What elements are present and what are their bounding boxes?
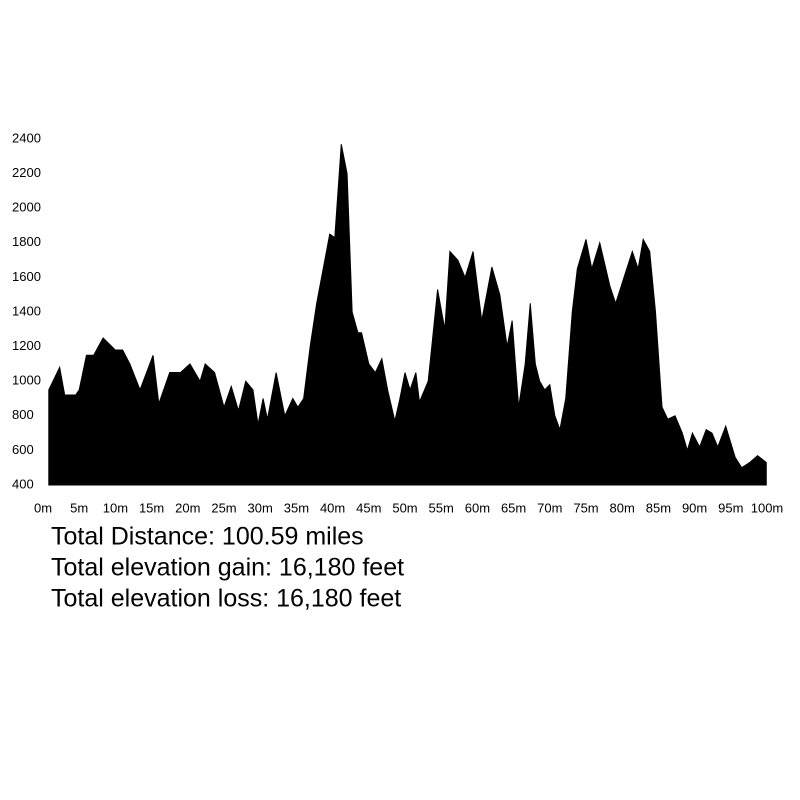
y-tick-label: 1400 — [12, 303, 41, 318]
summary-line: Total Distance: 100.59 miles — [51, 523, 364, 551]
x-tick-label: 50m — [392, 500, 417, 515]
x-tick-label: 100m — [751, 500, 784, 515]
y-tick-label: 2000 — [12, 200, 41, 215]
x-tick-label: 30m — [248, 500, 273, 515]
x-tick-label: 25m — [211, 500, 236, 515]
y-tick-label: 1800 — [12, 234, 41, 249]
y-tick-label: 1000 — [12, 373, 41, 388]
x-tick-label: 5m — [70, 500, 88, 515]
x-tick-label: 70m — [537, 500, 562, 515]
x-tick-label: 45m — [356, 500, 381, 515]
summary-line: Total elevation loss: 16,180 feet — [51, 585, 401, 613]
y-tick-label: 2200 — [12, 165, 41, 180]
x-tick-label: 60m — [465, 500, 490, 515]
y-tick-label: 600 — [12, 442, 34, 457]
x-tick-label: 20m — [175, 500, 200, 515]
summary-line: Total elevation gain: 16,180 feet — [51, 554, 404, 582]
y-tick-label: 1200 — [12, 338, 41, 353]
x-tick-label: 15m — [139, 500, 164, 515]
y-tick-label: 400 — [12, 476, 34, 491]
x-tick-label: 75m — [573, 500, 598, 515]
x-tick-label: 40m — [320, 500, 345, 515]
x-tick-label: 35m — [284, 500, 309, 515]
x-tick-label: 80m — [610, 500, 635, 515]
x-tick-label: 65m — [501, 500, 526, 515]
x-tick-label: 0m — [34, 500, 52, 515]
x-tick-label: 95m — [718, 500, 743, 515]
x-tick-label: 55m — [429, 500, 454, 515]
y-tick-label: 800 — [12, 407, 34, 422]
x-tick-label: 85m — [646, 500, 671, 515]
y-tick-label: 1600 — [12, 269, 41, 284]
elevation-area — [48, 144, 767, 486]
x-tick-label: 10m — [103, 500, 128, 515]
y-tick-label: 2400 — [12, 130, 41, 145]
x-tick-label: 90m — [682, 500, 707, 515]
